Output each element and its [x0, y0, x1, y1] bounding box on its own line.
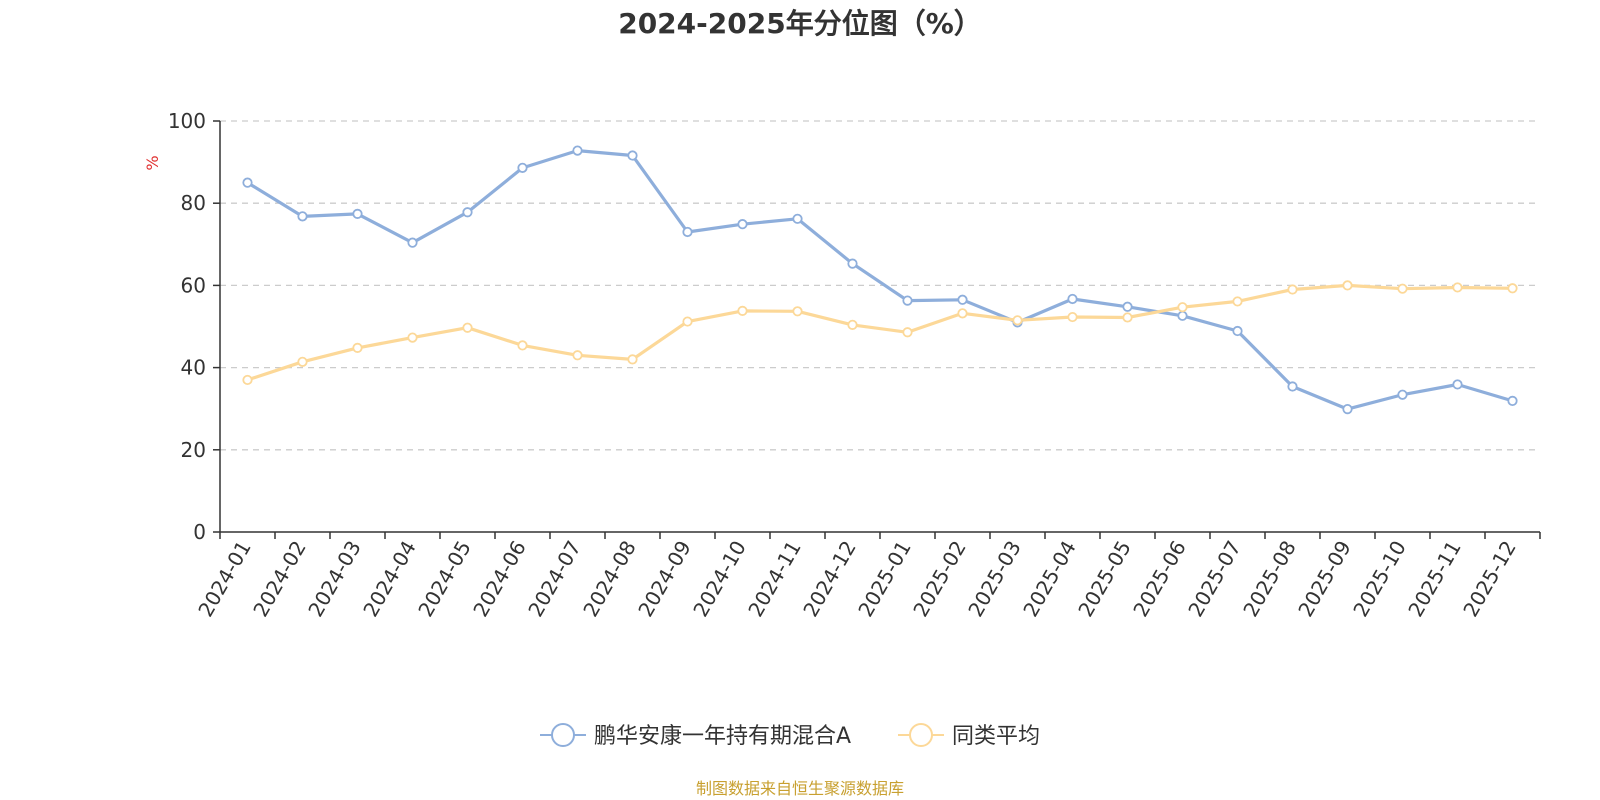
data-point[interactable] — [957, 294, 968, 305]
data-point[interactable] — [242, 374, 253, 386]
data-point[interactable] — [1287, 284, 1298, 295]
x-tick-label: 2025-09 — [1293, 537, 1356, 621]
x-tick-label: 2024-07 — [523, 537, 586, 621]
x-tick-label: 2024-11 — [743, 537, 806, 621]
data-point[interactable] — [627, 150, 638, 161]
series-lines — [242, 145, 1518, 415]
x-tick-label: 2024-02 — [248, 537, 311, 621]
x-tick-label: 2025-11 — [1403, 537, 1466, 621]
x-tick-label: 2025-12 — [1458, 537, 1521, 621]
x-tick-label: 2024-06 — [468, 537, 531, 621]
data-point[interactable] — [1287, 381, 1298, 392]
x-tick-label: 2024-03 — [303, 537, 366, 621]
data-point[interactable] — [297, 211, 308, 222]
legend-item-2[interactable]: 同类平均 — [898, 723, 1040, 749]
data-point[interactable] — [462, 322, 473, 333]
y-tick-label: 60 — [181, 273, 206, 297]
x-tick-label: 2025-05 — [1073, 537, 1136, 621]
data-point[interactable] — [847, 258, 858, 269]
series-line — [245, 283, 1515, 382]
x-tick-label: 2025-04 — [1018, 537, 1081, 621]
data-point[interactable] — [682, 316, 693, 327]
y-tick-label: 80 — [181, 191, 206, 215]
data-point[interactable] — [1012, 315, 1023, 326]
x-tick-label: 2024-09 — [633, 537, 696, 621]
data-point[interactable] — [902, 295, 913, 306]
data-point[interactable] — [1452, 379, 1463, 390]
x-tick-label: 2024-05 — [413, 537, 476, 621]
data-point[interactable] — [682, 226, 693, 238]
y-tick-label: 100 — [168, 109, 206, 133]
x-tick-label: 2024-04 — [358, 537, 421, 621]
data-point[interactable] — [1177, 310, 1188, 321]
x-tick-label: 2024-08 — [578, 537, 641, 621]
gridlines — [220, 120, 1540, 451]
data-point[interactable] — [572, 145, 583, 156]
data-point[interactable] — [297, 356, 308, 367]
legend-marker-icon — [551, 723, 575, 747]
data-point[interactable] — [517, 162, 528, 173]
data-point[interactable] — [1232, 325, 1243, 337]
data-point[interactable] — [1397, 389, 1408, 400]
data-point[interactable] — [517, 340, 528, 351]
data-point[interactable] — [352, 342, 363, 353]
series-2 — [242, 280, 1518, 386]
x-tick-label: 2025-02 — [908, 537, 971, 621]
x-tick-label: 2025-03 — [963, 537, 1026, 621]
data-point[interactable] — [1067, 311, 1078, 323]
legend-item-1[interactable]: 鹏华安康一年持有期混合A — [540, 723, 851, 749]
data-point[interactable] — [737, 305, 748, 316]
data-point[interactable] — [407, 332, 418, 343]
data-point[interactable] — [352, 208, 363, 219]
chart-title: 2024-2025年分位图（%） — [618, 7, 982, 40]
data-point[interactable] — [957, 308, 968, 319]
data-point[interactable] — [1232, 296, 1243, 307]
data-point[interactable] — [847, 319, 858, 330]
axes: 0 20 40 60 80 100 2024-012024-022024-032024-04… — [168, 109, 1541, 621]
y-tick-label: 20 — [181, 438, 206, 462]
y-tick-label: 0 — [193, 520, 206, 544]
legend-marker-icon — [909, 723, 933, 747]
data-point[interactable] — [902, 327, 913, 338]
data-point[interactable] — [1342, 404, 1353, 415]
x-tick-label: 2025-08 — [1238, 537, 1301, 621]
data-point[interactable] — [1507, 283, 1518, 294]
data-point[interactable] — [462, 207, 473, 218]
data-point[interactable] — [572, 350, 583, 361]
data-point[interactable] — [1507, 395, 1518, 406]
data-point[interactable] — [1122, 312, 1133, 323]
x-tick-label: 2025-10 — [1348, 537, 1411, 621]
series-1 — [242, 145, 1518, 415]
x-tick-label: 2024-12 — [798, 537, 861, 621]
x-tick-label: 2024-01 — [193, 537, 256, 621]
x-tick-label: 2024-10 — [688, 537, 751, 621]
data-point[interactable] — [407, 237, 418, 248]
legend-label: 鹏华安康一年持有期混合A — [594, 724, 851, 749]
data-point[interactable] — [1177, 302, 1188, 313]
y-axis-unit-label: % — [143, 155, 162, 170]
data-source-note: 制图数据来自恒生聚源数据库 — [696, 779, 904, 798]
data-point[interactable] — [242, 177, 253, 188]
data-point[interactable] — [792, 213, 803, 224]
data-point[interactable] — [1397, 283, 1408, 294]
legend: 鹏华安康一年持有期混合A 同类平均 — [540, 723, 1040, 749]
x-tick-label: 2025-01 — [853, 537, 916, 621]
y-tick-label: 40 — [181, 356, 206, 380]
x-tick-label: 2025-06 — [1128, 537, 1191, 621]
data-point[interactable] — [1452, 282, 1463, 293]
data-point[interactable] — [1342, 280, 1353, 291]
legend-label: 同类平均 — [952, 724, 1040, 749]
series-line — [245, 149, 1515, 411]
x-tick-label: 2025-07 — [1183, 537, 1246, 621]
data-point[interactable] — [737, 219, 748, 230]
data-point[interactable] — [1122, 301, 1133, 312]
data-point[interactable] — [627, 354, 638, 365]
data-point[interactable] — [1067, 293, 1078, 305]
data-point[interactable] — [792, 306, 803, 317]
